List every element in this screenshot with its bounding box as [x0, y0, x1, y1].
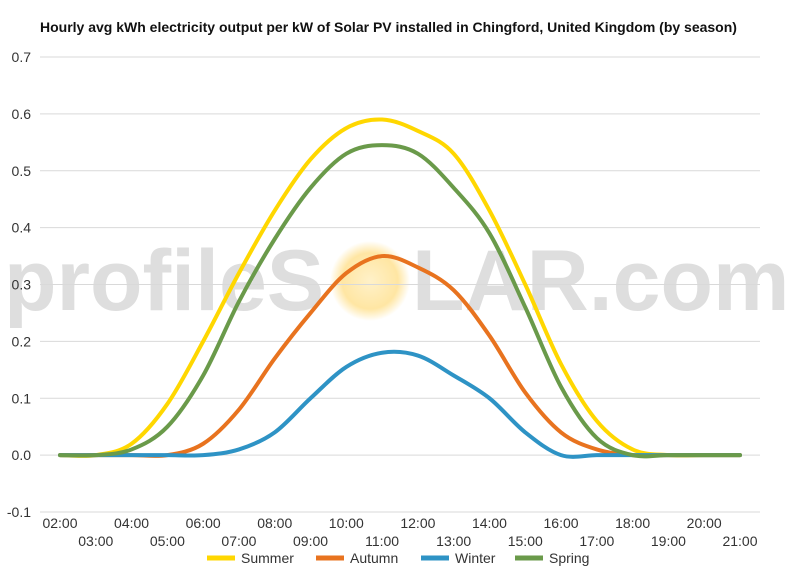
- series-line-spring: [58, 143, 742, 459]
- watermark: profileS LAR.com: [4, 233, 789, 329]
- x-tick-label: 04:00: [114, 515, 149, 531]
- legend-label-summer: Summer: [241, 550, 294, 566]
- x-tick-label: 11:00: [365, 533, 399, 549]
- x-tick-label: 05:00: [150, 533, 185, 549]
- series-line-winter: [58, 349, 742, 459]
- x-tick-label: 18:00: [615, 515, 650, 531]
- legend-label-spring: Spring: [549, 550, 589, 566]
- watermark-sun-icon: [330, 241, 410, 321]
- y-tick-label: 0.4: [12, 220, 32, 236]
- x-tick-label: 14:00: [472, 515, 507, 531]
- y-tick-label: 0.5: [12, 163, 32, 179]
- legend: Summer Autumn Winter Spring: [207, 550, 589, 566]
- y-tick-label: 0.3: [12, 277, 32, 293]
- x-tick-label: 08:00: [257, 515, 292, 531]
- x-tick-label: 16:00: [544, 515, 579, 531]
- y-tick-label: 0.0: [12, 447, 32, 463]
- x-tick-label: 10:00: [329, 515, 364, 531]
- chart-title: Hourly avg kWh electricity output per kW…: [40, 19, 737, 35]
- x-tick-label: 02:00: [42, 515, 77, 531]
- y-tick-label: 0.6: [12, 106, 32, 122]
- watermark-text-right: LAR.com: [412, 233, 789, 329]
- x-axis-ticks: 02:00 04:00 06:00 08:00 10:00 12:00 14:00 16:00…: [42, 515, 757, 549]
- y-tick-label: 0.2: [12, 333, 32, 349]
- x-tick-label: 03:00: [78, 533, 113, 549]
- y-tick-label: 0.7: [12, 49, 32, 65]
- legend-label-autumn: Autumn: [350, 550, 398, 566]
- y-tick-label: -0.1: [7, 504, 31, 520]
- series-lines: [58, 117, 742, 459]
- x-tick-label: 09:00: [293, 533, 328, 549]
- x-tick-label: 06:00: [186, 515, 221, 531]
- y-tick-label: 0.1: [12, 390, 32, 406]
- x-tick-label: 17:00: [579, 533, 614, 549]
- x-tick-label: 19:00: [651, 533, 686, 549]
- grid-lines: [40, 56, 760, 513]
- x-tick-label: 07:00: [221, 533, 256, 549]
- x-tick-label: 15:00: [508, 533, 543, 549]
- x-tick-label: 21:00: [722, 533, 757, 549]
- legend-label-winter: Winter: [455, 550, 496, 566]
- watermark-text-left: profileS: [4, 233, 324, 329]
- series-line-summer: [58, 117, 742, 458]
- x-tick-label: 20:00: [687, 515, 722, 531]
- y-axis-ticks: -0.1 0.0 0.1 0.2 0.3 0.4 0.5 0.6 0.7: [7, 49, 31, 520]
- x-tick-label: 12:00: [400, 515, 435, 531]
- x-tick-label: 13:00: [436, 533, 471, 549]
